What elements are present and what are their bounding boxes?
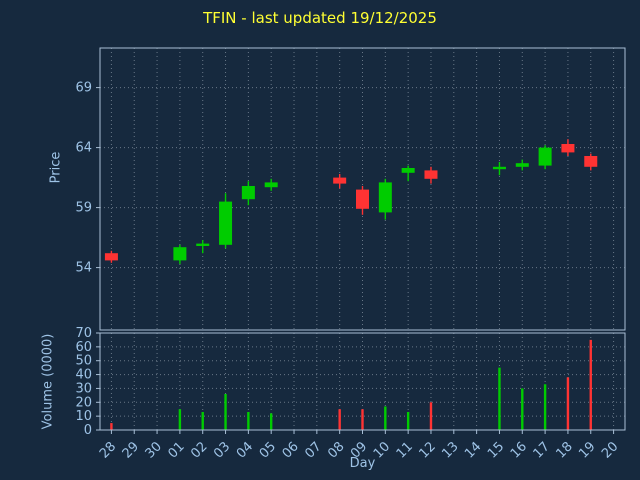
svg-text:50: 50 <box>75 354 92 369</box>
svg-text:13: 13 <box>439 439 461 461</box>
svg-text:28: 28 <box>97 439 119 461</box>
svg-text:05: 05 <box>257 439 279 461</box>
svg-text:18: 18 <box>553 439 575 461</box>
svg-text:60: 60 <box>75 340 92 355</box>
svg-text:03: 03 <box>211 439 233 461</box>
svg-text:16: 16 <box>508 439 530 461</box>
svg-text:64: 64 <box>75 141 92 156</box>
svg-text:02: 02 <box>188 439 210 461</box>
svg-text:11: 11 <box>394 439 416 461</box>
svg-text:0: 0 <box>84 423 92 438</box>
svg-text:20: 20 <box>75 395 92 410</box>
svg-text:10: 10 <box>75 409 92 424</box>
svg-text:69: 69 <box>75 81 92 96</box>
svg-text:14: 14 <box>462 439 484 461</box>
svg-text:04: 04 <box>234 439 256 461</box>
svg-text:10: 10 <box>371 439 393 461</box>
svg-text:59: 59 <box>75 201 92 216</box>
svg-text:20: 20 <box>599 439 621 461</box>
svg-text:54: 54 <box>75 261 92 276</box>
x-axis-label: Day <box>349 456 376 471</box>
svg-text:01: 01 <box>165 439 187 461</box>
svg-text:15: 15 <box>485 439 507 461</box>
svg-text:29: 29 <box>120 439 142 461</box>
svg-text:30: 30 <box>143 439 165 461</box>
svg-text:08: 08 <box>325 439 347 461</box>
svg-text:07: 07 <box>302 439 324 461</box>
svg-text:09: 09 <box>348 439 370 461</box>
chart-title: TFIN - last updated 19/12/2025 <box>203 9 437 27</box>
svg-text:19: 19 <box>576 439 598 461</box>
svg-text:17: 17 <box>531 439 553 461</box>
svg-text:70: 70 <box>75 326 92 341</box>
svg-text:40: 40 <box>75 368 92 383</box>
svg-text:06: 06 <box>280 439 302 461</box>
svg-text:12: 12 <box>416 439 438 461</box>
svg-text:30: 30 <box>75 381 92 396</box>
